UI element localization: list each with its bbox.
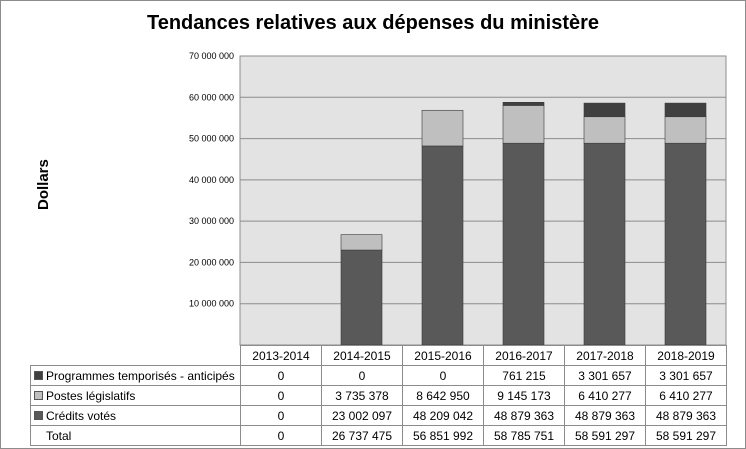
category-label: 2014-2015 <box>321 345 403 366</box>
data-label: 3 735 378 <box>321 385 403 406</box>
legend-entry-programmes: Programmes temporisés - anticipés <box>30 365 241 386</box>
plot-background <box>239 55 727 346</box>
total-value: 56 851 992 <box>402 425 484 446</box>
bar-segment <box>340 249 383 346</box>
data-label: 23 002 097 <box>321 405 403 426</box>
legend-swatch-postes <box>34 390 43 400</box>
total-value: 26 737 475 <box>321 425 403 446</box>
total-value: 58 785 751 <box>483 425 565 446</box>
data-label: 0 <box>240 405 322 426</box>
table-header-row: 2013-2014 2014-2015 2015-2016 2016-2017 … <box>30 345 727 366</box>
data-label: 8 642 950 <box>402 385 484 406</box>
data-label: 761 215 <box>483 365 565 386</box>
data-label: 6 410 277 <box>564 385 646 406</box>
chart-title: Tendances relatives aux dépenses du mini… <box>146 12 600 34</box>
category-label: 2017-2018 <box>564 345 646 366</box>
y-tick-label: 60 000 000 <box>189 92 234 102</box>
legend-label: Programmes temporisés - anticipés <box>46 368 235 383</box>
y-tick-label: 40 000 000 <box>189 175 234 185</box>
bar-segment <box>664 142 707 346</box>
data-label: 3 301 657 <box>645 365 727 386</box>
category-label: 2018-2019 <box>645 345 727 366</box>
bar-segment <box>583 116 626 144</box>
y-tick-label: 10 000 000 <box>189 299 234 309</box>
data-label: 0 <box>402 365 484 386</box>
data-label: 48 879 363 <box>483 405 565 426</box>
bar-segment <box>340 234 383 251</box>
bar-segment <box>502 105 545 144</box>
bar-segment <box>502 142 545 346</box>
table-row-programmes: Programmes temporisés - anticipés 0 0 0 … <box>30 365 727 386</box>
data-label: 9 145 173 <box>483 385 565 406</box>
gridlines <box>240 55 726 305</box>
y-tick-labels: 10 000 000 20 000 000 30 000 000 40 000 000… <box>189 51 234 309</box>
data-label: 0 <box>321 365 403 386</box>
total-label: Total <box>30 425 241 446</box>
total-value: 58 591 297 <box>645 425 727 446</box>
bars <box>340 101 707 346</box>
bar-segment <box>583 102 626 118</box>
data-label: 0 <box>240 385 322 406</box>
data-label: 0 <box>240 365 322 386</box>
data-label: 3 301 657 <box>564 365 646 386</box>
category-label: 2013-2014 <box>240 345 322 366</box>
y-tick-label: 70 000 000 <box>189 51 234 61</box>
data-label: 48 879 363 <box>564 405 646 426</box>
bar-segment <box>664 116 707 144</box>
bar-segment <box>421 145 464 346</box>
table-row-credits: Crédits votés 0 23 002 097 48 209 042 48… <box>30 405 727 426</box>
bar-segment <box>421 109 464 147</box>
legend-entry-credits: Crédits votés <box>30 405 241 426</box>
data-label: 6 410 277 <box>645 385 727 406</box>
y-tick-label: 20 000 000 <box>189 257 234 267</box>
data-table: 2013-2014 2014-2015 2015-2016 2016-2017 … <box>30 345 727 446</box>
total-value: 0 <box>240 425 322 446</box>
legend-label: Crédits votés <box>46 408 117 423</box>
table-row-total: Total 0 26 737 475 56 851 992 58 785 751… <box>30 425 727 446</box>
category-label: 2016-2017 <box>483 345 565 366</box>
data-label: 48 209 042 <box>402 405 484 426</box>
category-label: 2015-2016 <box>402 345 484 366</box>
table-corner <box>30 345 241 366</box>
data-label: 48 879 363 <box>645 405 727 426</box>
total-label-text: Total <box>46 428 72 443</box>
legend-swatch-programmes <box>34 370 43 380</box>
y-tick-label: 50 000 000 <box>189 134 234 144</box>
bar-segment <box>583 142 626 346</box>
bar-segment <box>664 102 707 118</box>
legend-label: Postes législatifs <box>46 388 136 403</box>
table-row-postes: Postes législatifs 0 3 735 378 8 642 950… <box>30 385 727 406</box>
legend-entry-postes: Postes législatifs <box>30 385 241 406</box>
legend-swatch-credits <box>34 410 43 420</box>
total-value: 58 591 297 <box>564 425 646 446</box>
y-tick-label: 30 000 000 <box>189 216 234 226</box>
bar-segment <box>502 101 545 106</box>
